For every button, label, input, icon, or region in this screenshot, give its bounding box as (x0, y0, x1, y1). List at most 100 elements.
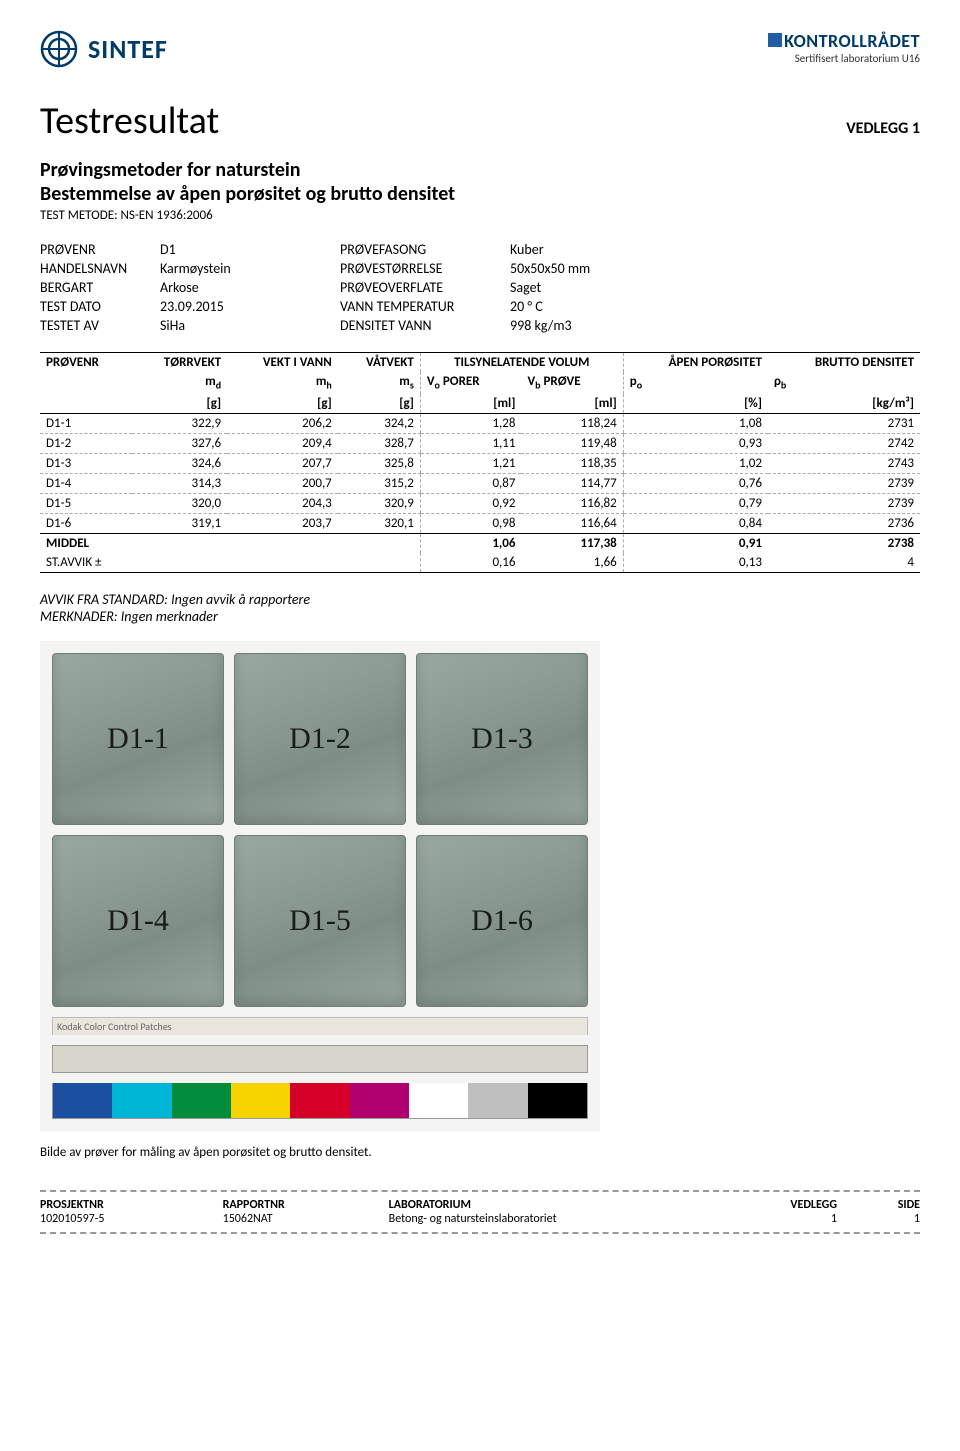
table-header-symbol: Vo PORER (420, 372, 521, 394)
info-label: PRØVEOVERFLATE (340, 279, 510, 296)
table-cell: 320,0 (132, 493, 227, 513)
table-cell: 1,11 (420, 433, 521, 453)
info-value: Arkose (160, 279, 340, 296)
table-cell: 209,4 (227, 433, 338, 453)
footer-value: Betong- og natursteinslaboratoriet (389, 1212, 721, 1226)
sample-photo: D1-1D1-2D1-3 D1-4D1-5D1-6 Kodak Color Co… (40, 641, 600, 1131)
table-cell (227, 533, 338, 553)
avvik-line: AVVIK FRA STANDARD: Ingen avvik å rappor… (40, 591, 920, 608)
sample-cube: D1-5 (234, 835, 406, 1007)
table-row: D1-4314,3200,7315,20,87114,770,762739 (40, 473, 920, 493)
table-cell: 114,77 (521, 473, 623, 493)
table-header-symbol: Vb PRØVE (521, 372, 623, 394)
sintef-logo-icon (40, 30, 78, 68)
table-cell: 2742 (768, 433, 920, 453)
footer-label: RAPPORTNR (223, 1198, 389, 1212)
info-label: VANN TEMPERATUR (340, 298, 510, 315)
table-cell: 320,1 (338, 513, 421, 533)
info-value: Kuber (510, 241, 920, 258)
table-row: D1-6319,1203,7320,10,98116,640,842736 (40, 513, 920, 533)
table-cell (227, 553, 338, 573)
table-header-unit: [g] (227, 394, 338, 414)
table-row: D1-1322,9206,2324,21,28118,241,082731 (40, 413, 920, 433)
sintef-logo-text: SINTEF (88, 33, 168, 65)
table-cell: 1,21 (420, 453, 521, 473)
table-header-symbol: po (623, 372, 768, 394)
page-title: Testresultat (40, 98, 219, 144)
table-header-unit: [ml] (420, 394, 521, 414)
table-cell: 118,24 (521, 413, 623, 433)
table-cell: 0,16 (420, 553, 521, 573)
info-value: SiHa (160, 317, 340, 334)
results-table: PRØVENRTØRRVEKTVEKT I VANNVÅTVEKTTILSYNE… (40, 352, 920, 573)
table-cell (132, 553, 227, 573)
info-value: Karmøystein (160, 260, 340, 277)
table-summary-row: MIDDEL1,06117,380,912738 (40, 533, 920, 553)
color-swatch (53, 1083, 112, 1118)
info-value: 50x50x50 mm (510, 260, 920, 277)
footer-value: 102010597-5 (40, 1212, 223, 1226)
color-swatch (112, 1083, 171, 1118)
kodak-label: Kodak Color Control Patches (52, 1017, 588, 1035)
notes-block: AVVIK FRA STANDARD: Ingen avvik å rappor… (40, 591, 920, 625)
table-cell: 0,79 (623, 493, 768, 513)
table-row: D1-3324,6207,7325,81,21118,351,022743 (40, 453, 920, 473)
table-cell: D1-5 (40, 493, 132, 513)
table-header-symbol: ρb (768, 372, 920, 394)
footer-label: VEDLEGG (721, 1198, 837, 1212)
table-cell: 2736 (768, 513, 920, 533)
table-cell: 2743 (768, 453, 920, 473)
table-cell: 116,64 (521, 513, 623, 533)
table-cell: 322,9 (132, 413, 227, 433)
table-header-symbol (40, 372, 132, 394)
table-cell: 0,93 (623, 433, 768, 453)
table-header-unit (40, 394, 132, 414)
table-cell (132, 533, 227, 553)
kontrollradet-logo: KONTROLLRÅDET Sertifisert laboratorium U… (768, 30, 920, 65)
table-cell: ST.AVVIK ± (40, 553, 132, 573)
info-value: Saget (510, 279, 920, 296)
sample-cube: D1-3 (416, 653, 588, 825)
table-cell: D1-4 (40, 473, 132, 493)
info-label: DENSITET VANN (340, 317, 510, 334)
table-header-unit: [g] (338, 394, 421, 414)
kr-logo-sub: Sertifisert laboratorium U16 (768, 52, 920, 65)
sample-cube: D1-4 (52, 835, 224, 1007)
table-header: VÅTVEKT (338, 353, 421, 373)
table-cell: 1,06 (420, 533, 521, 553)
table-cell: 0,92 (420, 493, 521, 513)
info-value: 20 ° C (510, 298, 920, 315)
info-label: BERGART (40, 279, 160, 296)
table-cell: 2739 (768, 493, 920, 513)
color-swatch (290, 1083, 349, 1118)
table-cell: 314,3 (132, 473, 227, 493)
table-cell: 203,7 (227, 513, 338, 533)
info-value: D1 (160, 241, 340, 258)
table-cell: 1,08 (623, 413, 768, 433)
table-cell: 315,2 (338, 473, 421, 493)
sample-cube: D1-1 (52, 653, 224, 825)
info-value: 23.09.2015 (160, 298, 340, 315)
color-swatch (350, 1083, 409, 1118)
table-cell: 0,98 (420, 513, 521, 533)
info-label: PRØVESTØRRELSE (340, 260, 510, 277)
table-cell: 319,1 (132, 513, 227, 533)
table-header-unit: [ml] (521, 394, 623, 414)
table-cell: 1,66 (521, 553, 623, 573)
table-header: TILSYNELATENDE VOLUM (420, 353, 623, 373)
table-cell: 327,6 (132, 433, 227, 453)
table-cell: 119,48 (521, 433, 623, 453)
vedlegg-label: VEDLEGG 1 (846, 119, 920, 138)
photo-block: D1-1D1-2D1-3 D1-4D1-5D1-6 Kodak Color Co… (40, 641, 920, 1131)
table-cell: 0,76 (623, 473, 768, 493)
table-cell: 207,7 (227, 453, 338, 473)
table-cell: 325,8 (338, 453, 421, 473)
table-cell: 1,28 (420, 413, 521, 433)
subtitle-2: Bestemmelse av åpen porøsitet og brutto … (40, 182, 920, 206)
title-row: Testresultat VEDLEGG 1 (40, 98, 920, 144)
table-header: BRUTTO DENSITET (768, 353, 920, 373)
table-header-unit: [g] (132, 394, 227, 414)
info-grid: PRØVENRD1PRØVEFASONGKuberHANDELSNAVNKarm… (40, 241, 920, 334)
table-cell: 324,2 (338, 413, 421, 433)
color-ruler (52, 1045, 588, 1073)
